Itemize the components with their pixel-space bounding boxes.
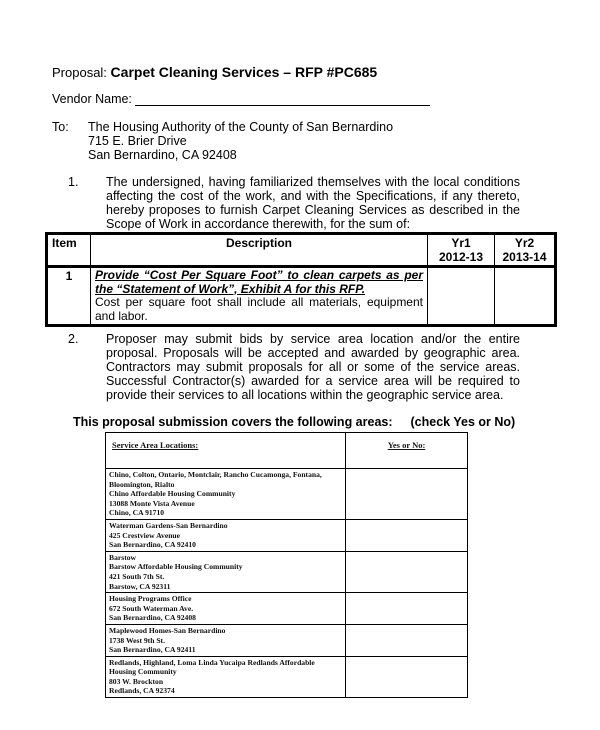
table-row: Waterman Gardens-San Bernardino 425 Cres…	[105, 518, 468, 552]
yes-no-cell[interactable]	[345, 592, 468, 625]
areas-heading-text: This proposal submission covers the foll…	[73, 415, 393, 429]
location-cell: Chino, Colton, Ontario, Montclair, Ranch…	[105, 468, 346, 520]
table-row: Redlands, Highland, Loma Linda Yucaipa R…	[105, 655, 468, 699]
area-table-header: Service Area Locations: Yes or No:	[105, 432, 468, 469]
header-yr1: Yr1 2012-13	[427, 233, 495, 267]
proposal-title: Carpet Cleaning Services – RFP #PC685	[110, 64, 378, 80]
yes-no-cell[interactable]	[345, 655, 468, 699]
row-title: Provide “Cost Per Square Foot” to clean …	[95, 268, 423, 296]
header-yr2: Yr2 2013-14	[494, 233, 556, 267]
yes-no-cell[interactable]	[345, 550, 468, 594]
address-line: The Housing Authority of the County of S…	[88, 120, 394, 134]
table-row: Chino, Colton, Ontario, Montclair, Ranch…	[105, 468, 468, 520]
row-note: Cost per square foot shall include all m…	[95, 295, 423, 323]
areas-heading-hint: (check Yes or No)	[410, 415, 516, 429]
location-cell: Redlands, Highland, Loma Linda Yucaipa R…	[105, 655, 346, 699]
areas-heading: This proposal submission covers the foll…	[73, 415, 515, 429]
vendor-label: Vendor Name:	[52, 92, 132, 106]
item2-text: Proposer may submit bids by service area…	[106, 332, 520, 402]
address-line: 715 E. Brier Drive	[88, 134, 187, 148]
table-row: Housing Programs Office 672 South Waterm…	[105, 592, 468, 625]
item1-text: The undersigned, having familiarized the…	[106, 175, 520, 231]
item2-number: 2.	[68, 332, 79, 346]
item1-number: 1.	[68, 175, 79, 189]
service-area-table: Service Area Locations: Yes or No: Chino…	[105, 432, 468, 699]
yes-no-cell[interactable]	[345, 468, 468, 520]
yr1-price-cell[interactable]	[427, 266, 495, 326]
vendor-name-field[interactable]	[135, 93, 431, 106]
table-row: 1 Provide “Cost Per Square Foot” to clea…	[46, 266, 556, 326]
yes-no-cell[interactable]	[345, 623, 468, 657]
header-yes-no: Yes or No:	[345, 432, 468, 469]
to-label: To:	[52, 120, 69, 134]
yes-no-cell[interactable]	[345, 518, 468, 552]
row-item: 1	[46, 266, 91, 326]
location-cell: Barstow Barstow Affordable Housing Commu…	[105, 550, 346, 594]
to-address: The Housing Authority of the County of S…	[88, 120, 393, 162]
yr2-price-cell[interactable]	[494, 266, 556, 326]
table-row: Maplewood Homes-San Bernardino 1738 West…	[105, 623, 468, 657]
vendor-name-line: Vendor Name:	[52, 92, 431, 106]
proposal-label: Proposal:	[52, 65, 111, 80]
location-cell: Waterman Gardens-San Bernardino 425 Cres…	[105, 518, 346, 552]
location-cell: Housing Programs Office 672 South Waterm…	[105, 592, 346, 625]
header-item: Item	[46, 233, 91, 267]
bid-table: Item Description Yr1 2012-13 Yr2 2013-14 1…	[45, 232, 557, 327]
header-locations: Service Area Locations:	[105, 432, 346, 469]
location-cell: Maplewood Homes-San Bernardino 1738 West…	[105, 623, 346, 657]
bid-table-header: Item Description Yr1 2012-13 Yr2 2013-14	[46, 233, 556, 267]
header-description: Description	[90, 233, 428, 267]
row-description: Provide “Cost Per Square Foot” to clean …	[90, 266, 428, 326]
table-row: Barstow Barstow Affordable Housing Commu…	[105, 550, 468, 594]
proposal-line: Proposal: Carpet Cleaning Services – RFP…	[52, 64, 377, 80]
address-line: San Bernardino, CA 92408	[88, 148, 237, 162]
